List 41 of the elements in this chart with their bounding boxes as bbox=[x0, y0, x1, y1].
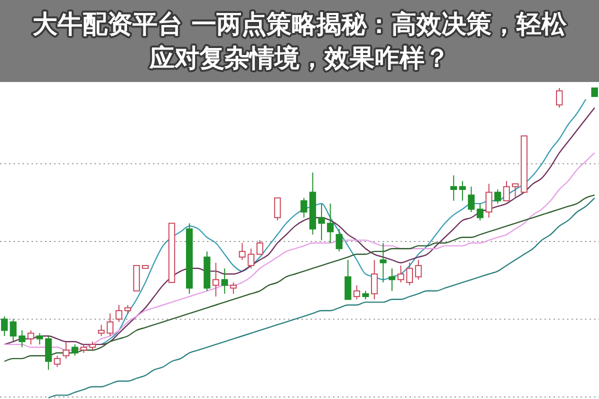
candlestick bbox=[238, 242, 246, 260]
candlestick bbox=[18, 330, 26, 348]
candlestick bbox=[397, 265, 404, 283]
candlestick bbox=[221, 268, 228, 294]
candlestick bbox=[36, 332, 44, 345]
candlestick bbox=[62, 341, 70, 360]
candlestick bbox=[212, 262, 220, 298]
candlestick bbox=[556, 88, 563, 108]
candlestick bbox=[248, 248, 254, 269]
candlestick bbox=[326, 203, 334, 244]
candlestick bbox=[230, 282, 237, 294]
candlestick bbox=[98, 324, 105, 336]
candlestick bbox=[406, 262, 413, 286]
candlestick bbox=[494, 188, 502, 204]
candlestick bbox=[300, 197, 308, 218]
candlestick bbox=[318, 203, 325, 241]
candlestick bbox=[476, 203, 484, 221]
candlestick bbox=[468, 186, 475, 212]
candlestick bbox=[1, 316, 8, 336]
candlestick bbox=[106, 312, 114, 336]
candlestick bbox=[256, 240, 264, 255]
candlestick bbox=[344, 259, 352, 300]
candlestick bbox=[503, 180, 510, 202]
candlestick bbox=[371, 259, 378, 300]
chart-title: 大牛配资平台 一两点策略揭秘：高效决策，轻松应对复杂情境，效果咋样？ bbox=[32, 10, 568, 72]
candlestick bbox=[274, 197, 281, 221]
candlestick bbox=[353, 284, 360, 300]
candlestick bbox=[336, 228, 343, 252]
candlestick bbox=[27, 330, 34, 345]
candlestick bbox=[380, 242, 387, 283]
candlestick bbox=[388, 268, 396, 292]
candlestick bbox=[415, 259, 422, 280]
candlestick bbox=[450, 174, 458, 202]
candlestick bbox=[512, 183, 519, 198]
candlestick bbox=[45, 336, 52, 370]
candlestick bbox=[10, 318, 17, 342]
candlestick bbox=[72, 344, 78, 356]
candlestick bbox=[116, 304, 122, 322]
candlestick bbox=[486, 183, 492, 218]
candlestick bbox=[459, 180, 466, 202]
candlestick bbox=[54, 355, 61, 368]
